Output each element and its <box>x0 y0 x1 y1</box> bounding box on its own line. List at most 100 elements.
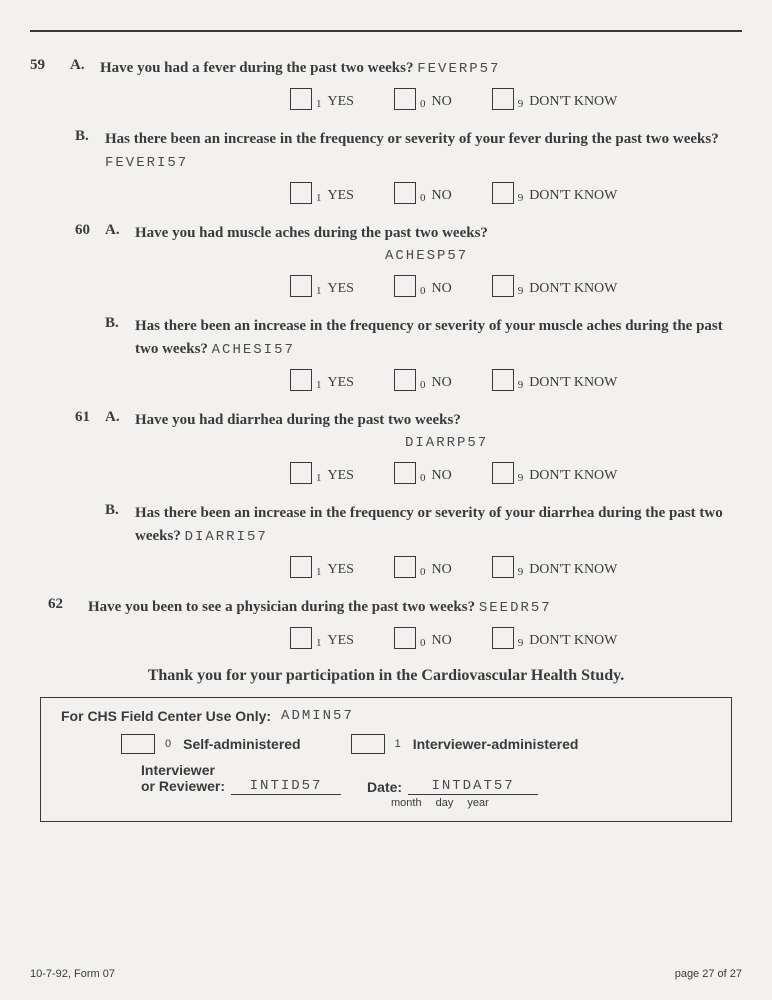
question-number: 61 <box>75 409 105 426</box>
answer-dontknow: 9DON'T KNOW <box>492 182 618 204</box>
checkbox-dontknow[interactable] <box>492 369 514 391</box>
answer-label: YES <box>328 375 354 391</box>
answer-number: 0 <box>420 98 426 110</box>
answer-label: NO <box>431 281 451 297</box>
answer-number: 1 <box>316 285 322 297</box>
checkbox-no[interactable] <box>394 556 416 578</box>
date-label: Date: <box>367 779 402 795</box>
sublabel-month: month <box>391 797 422 809</box>
answer-row: 1YES 0NO 9DON'T KNOW <box>30 182 742 204</box>
question-60a: 60 A. Have you had muscle aches during t… <box>30 222 742 268</box>
question-letter: A. <box>105 222 135 239</box>
checkbox-yes[interactable] <box>290 369 312 391</box>
variable-code: FEVERP57 <box>417 61 500 77</box>
answer-label: YES <box>328 188 354 204</box>
answer-number: 1 <box>316 637 322 649</box>
answer-number: 9 <box>518 98 524 110</box>
answer-number: 0 <box>420 285 426 297</box>
answer-dontknow: 9 DON'T KNOW <box>492 627 618 649</box>
checkbox-dontknow[interactable] <box>492 182 514 204</box>
answer-yes: 1 YES <box>290 369 354 391</box>
footer-left: 10-7-92, Form 07 <box>30 968 115 980</box>
answer-number: 0 <box>420 472 426 484</box>
answer-number: 9 <box>518 566 524 578</box>
reviewer-label-line1: Interviewer <box>141 762 215 778</box>
variable-code: SEEDR57 <box>479 600 552 616</box>
answer-number: 1 <box>316 472 322 484</box>
answer-yes: 1YES <box>290 556 354 578</box>
answer-number: 0 <box>420 192 426 204</box>
checkbox-no[interactable] <box>394 627 416 649</box>
answer-row: 1YES 0NO 9DON'T KNOW <box>30 462 742 484</box>
checkbox-yes[interactable] <box>290 556 312 578</box>
answer-number: 1 <box>395 738 401 750</box>
checkbox-no[interactable] <box>394 275 416 297</box>
checkbox-dontknow[interactable] <box>492 556 514 578</box>
answer-yes: 1YES <box>290 88 354 110</box>
question-letter: B. <box>75 128 105 145</box>
form-page: 59 A. Have you had a fever during the pa… <box>0 0 772 822</box>
answer-label: NO <box>431 633 451 649</box>
thankyou-text: Thank you for your participation in the … <box>30 667 742 685</box>
page-footer: 10-7-92, Form 07 page 27 of 27 <box>0 968 772 980</box>
question-61b: B. Has there been an increase in the fre… <box>30 502 742 548</box>
variable-code: ACHESP57 <box>385 248 468 264</box>
answer-label: DON'T KNOW <box>529 562 617 578</box>
answer-number: 0 <box>420 379 426 391</box>
reviewer-label-line2: or Reviewer: <box>141 778 225 794</box>
answer-label: NO <box>431 562 451 578</box>
question-letter: B. <box>105 502 135 519</box>
checkbox-yes[interactable] <box>290 462 312 484</box>
answer-label: YES <box>328 468 354 484</box>
checkbox-no[interactable] <box>394 88 416 110</box>
checkbox-no[interactable] <box>394 462 416 484</box>
checkbox-yes[interactable] <box>290 182 312 204</box>
question-text-span: Have you had a fever during the past two… <box>100 60 413 76</box>
answer-dontknow: 9DON'T KNOW <box>492 275 618 297</box>
checkbox-dontknow[interactable] <box>492 627 514 649</box>
checkbox-no[interactable] <box>394 369 416 391</box>
answer-yes: 1 YES <box>290 462 354 484</box>
answer-row: 1YES 0 NO 9 DON'T KNOW <box>30 627 742 649</box>
checkbox-yes[interactable] <box>290 627 312 649</box>
answer-dontknow: 9DON'T KNOW <box>492 369 618 391</box>
footer-header-row: For CHS Field Center Use Only: ADMIN57 <box>61 708 711 724</box>
question-letter: A. <box>70 57 100 74</box>
checkbox-dontknow[interactable] <box>492 462 514 484</box>
question-text: Have you had a fever during the past two… <box>100 57 742 80</box>
question-62: 62 Have you been to see a physician duri… <box>30 596 742 619</box>
answer-yes: 1YES <box>290 627 354 649</box>
checkbox-dontknow[interactable] <box>492 88 514 110</box>
question-text-span: Have you been to see a physician during … <box>88 599 475 615</box>
answer-label: DON'T KNOW <box>529 375 617 391</box>
answer-no: 0 NO <box>394 275 452 297</box>
answer-label: DON'T KNOW <box>529 94 617 110</box>
answer-number: 0 <box>420 637 426 649</box>
checkbox-dontknow[interactable] <box>492 275 514 297</box>
answer-number: 0 <box>420 566 426 578</box>
question-number: 62 <box>48 596 88 613</box>
checkbox-yes[interactable] <box>290 275 312 297</box>
answer-label: DON'T KNOW <box>529 633 617 649</box>
answer-number: 1 <box>316 566 322 578</box>
answer-number: 1 <box>316 379 322 391</box>
reviewer-field[interactable]: INTID57 <box>231 778 341 795</box>
question-59a: 59 A. Have you had a fever during the pa… <box>30 57 742 80</box>
date-field[interactable]: INTDAT57 <box>408 778 538 795</box>
answer-label: DON'T KNOW <box>529 281 617 297</box>
variable-code: FEVERI57 <box>105 155 188 171</box>
variable-code: DIARRI57 <box>185 529 268 545</box>
answer-number: 9 <box>518 192 524 204</box>
question-letter: B. <box>105 315 135 332</box>
answer-number: 9 <box>518 637 524 649</box>
checkbox-yes[interactable] <box>290 88 312 110</box>
answer-no: 0NO <box>394 88 452 110</box>
answer-row: 1YES 0NO 9DON'T KNOW <box>30 369 742 391</box>
checkbox-self-administered[interactable] <box>121 734 155 754</box>
footer-reviewer-row: Interviewer or Reviewer: INTID57 Date: I… <box>141 762 711 796</box>
checkbox-no[interactable] <box>394 182 416 204</box>
question-60b: B. Has there been an increase in the fre… <box>30 315 742 361</box>
checkbox-interviewer-administered[interactable] <box>351 734 385 754</box>
question-61a: 61 A. Have you had diarrhea during the p… <box>30 409 742 455</box>
answer-row: 1YES 0NO 9DON'T KNOW <box>30 275 742 297</box>
